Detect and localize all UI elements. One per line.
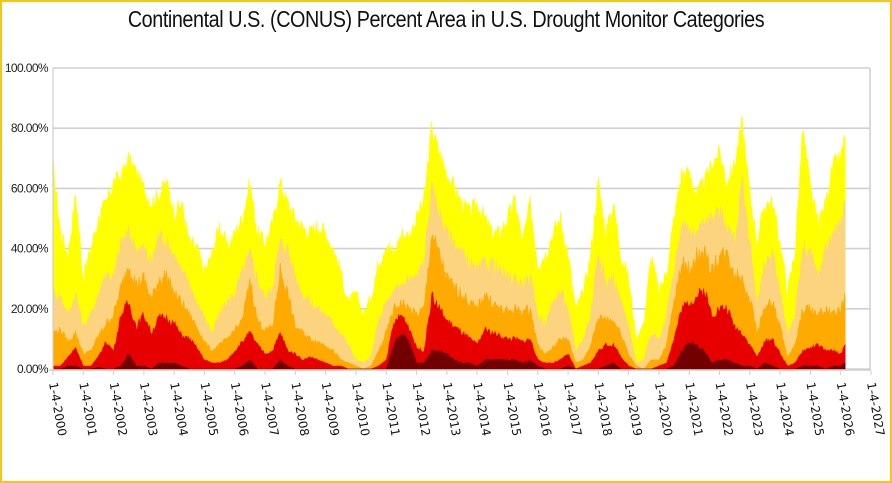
x-tick-label: 1-4-2025 (803, 381, 826, 437)
x-tick-label: 1-4-2019 (622, 381, 645, 437)
x-tick-label: 1-4-2023 (743, 381, 766, 437)
area-series (52, 115, 846, 370)
x-tick-label: 1-4-2000 (46, 381, 69, 437)
y-axis-ticks: 0.00% 20.00% 40.00% 60.00% 80.00% 100.00% (5, 61, 50, 376)
x-tick-label: 1-4-2009 (319, 381, 342, 437)
x-tick-label: 1-4-2018 (591, 381, 614, 437)
x-tick-label: 1-4-2003 (137, 381, 160, 437)
y-tick-label: 0.00% (17, 362, 49, 376)
x-tick-label: 1-4-2015 (500, 381, 523, 437)
x-tick-label: 1-4-2007 (258, 381, 281, 437)
x-tick-label: 1-4-2008 (288, 381, 311, 437)
x-axis-ticks: 1-4-2000 1-4-2001 1-4-2002 1-4-2003 1-4-2004… (46, 371, 887, 437)
x-tick-label: 1-4-2021 (682, 381, 705, 437)
y-tick-label: 20.00% (11, 302, 49, 316)
y-tick-label: 40.00% (11, 242, 49, 256)
x-tick-label: 1-4-2005 (198, 381, 221, 437)
x-tick-label: 1-4-2016 (531, 381, 554, 437)
y-tick-label: 100.00% (5, 61, 49, 75)
x-tick-label: 1-4-2026 (834, 381, 857, 437)
x-tick-label: 1-4-2001 (76, 381, 99, 437)
x-tick-label: 1-4-2024 (773, 381, 796, 437)
chart-title: Continental U.S. (CONUS) Percent Area in… (127, 6, 765, 32)
x-tick-label: 1-4-2002 (107, 381, 130, 437)
x-tick-label: 1-4-2011 (379, 381, 402, 437)
x-tick-label: 1-4-2004 (167, 381, 190, 437)
y-tick-label: 60.00% (11, 181, 49, 195)
x-tick-label: 1-4-2022 (713, 381, 736, 437)
area-d3-d4 (52, 288, 846, 370)
x-tick-label: 1-4-2014 (470, 381, 493, 437)
x-tick-label: 1-4-2006 (228, 381, 251, 437)
axes (49, 68, 871, 372)
x-tick-label: 1-4-2017 (561, 381, 584, 437)
x-tick-label: 1-4-2013 (440, 381, 463, 437)
y-tick-label: 80.00% (11, 121, 49, 135)
x-tick-label: 1-4-2027 (864, 381, 887, 437)
x-tick-label: 1-4-2020 (652, 381, 675, 437)
x-tick-label: 1-4-2010 (349, 381, 372, 437)
area-d4 (53, 332, 846, 370)
x-tick-label: 1-4-2012 (410, 381, 433, 437)
